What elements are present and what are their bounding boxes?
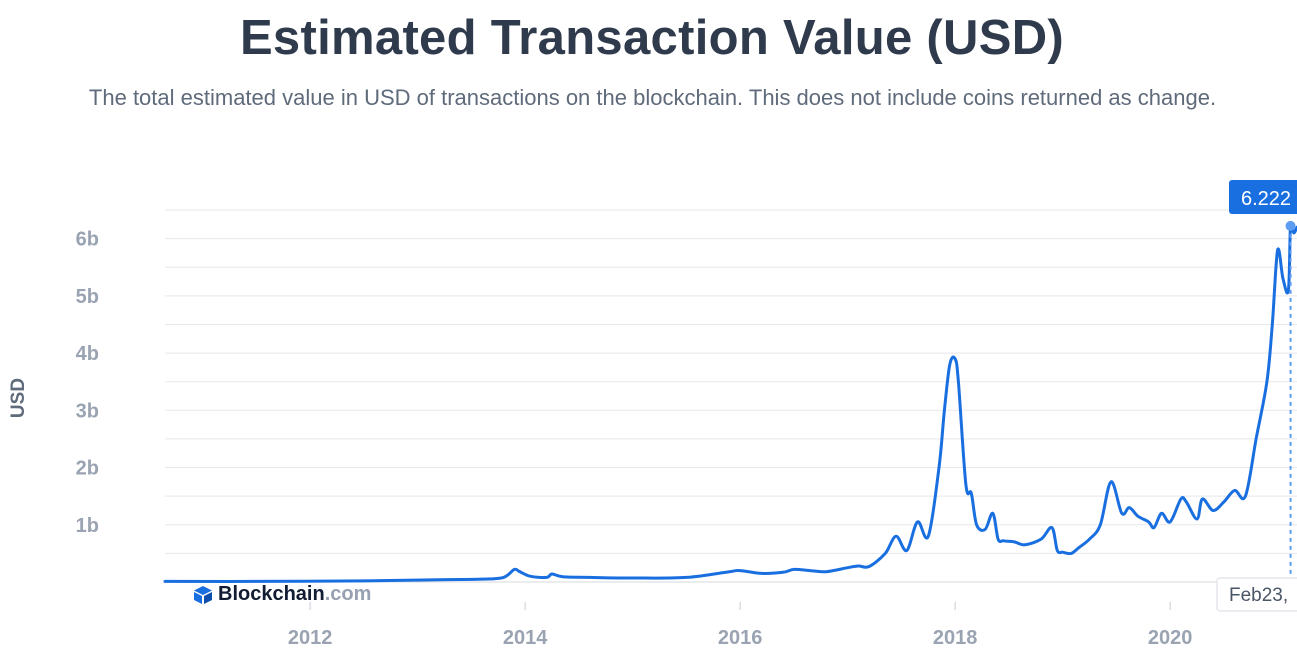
y-tick-label: 5b: [76, 286, 99, 308]
x-tick-label: 2016: [718, 627, 763, 649]
x-tick-label: 2014: [503, 627, 548, 649]
x-tick-label: 2018: [933, 627, 978, 649]
x-tick-label: 2020: [1148, 627, 1193, 649]
value-tooltip: 6.222: [1229, 180, 1297, 214]
y-axis-label: USD: [8, 378, 29, 418]
blockchain-logo[interactable]: Blockchain .com: [192, 583, 371, 606]
y-tick-label: 1b: [76, 515, 99, 537]
brand-name: Blockchain: [218, 583, 325, 605]
series-line[interactable]: [163, 221, 1297, 583]
blockchain-cube-icon: [194, 585, 212, 604]
x-axis: 2012 2014 2016 2018 2020: [288, 602, 1193, 649]
y-tick-label: 3b: [76, 400, 99, 422]
y-tick-label: 2b: [76, 458, 99, 480]
y-tick-label: 4b: [76, 343, 99, 365]
value-tooltip-label: 6.222: [1241, 188, 1291, 210]
grid-lines: [165, 209, 1297, 583]
brand-suffix: .com: [324, 583, 372, 605]
x-tick-label: 2012: [288, 627, 333, 649]
y-axis: 1b 2b 3b 4b 5b 6b: [76, 229, 99, 537]
y-tick-label: 6b: [76, 229, 99, 251]
date-tooltip: Feb23,: [1216, 577, 1297, 612]
chart-title: Estimated Transaction Value (USD): [239, 11, 1065, 65]
chart-subtitle: The total estimated value in USD of tran…: [88, 85, 1217, 110]
date-tooltip-label: Feb23,: [1229, 585, 1288, 606]
hover-point[interactable]: [1285, 220, 1296, 231]
